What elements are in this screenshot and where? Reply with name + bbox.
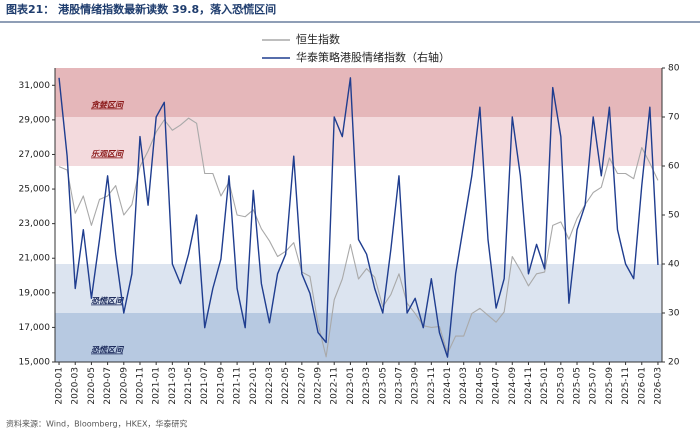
zone-label: 恐慌区间	[91, 297, 125, 306]
x-tick-label: 2025-09	[605, 367, 615, 405]
y2-tick-label: 50	[668, 211, 680, 221]
x-tick-label: 2020-05	[87, 367, 97, 405]
zone-band	[55, 68, 662, 117]
y2-tick-label: 40	[668, 260, 680, 270]
x-tick-label: 2025-03	[556, 367, 566, 405]
x-tick-label: 2023-03	[362, 367, 372, 405]
zone-label: 恐慌区间	[91, 346, 125, 355]
x-tick-label: 2023-11	[427, 367, 437, 405]
x-tick-label: 2024-03	[459, 367, 469, 405]
x-tick-label: 2025-01	[540, 367, 550, 405]
x-tick-label: 2024-11	[524, 367, 534, 405]
y2-tick-label: 60	[668, 162, 680, 172]
series-line	[58, 77, 659, 358]
x-tick-label: 2023-07	[394, 367, 404, 405]
x-tick-label: 2022-11	[330, 367, 340, 405]
x-tick-label: 2020-11	[135, 367, 145, 405]
x-tick-label: 2022-09	[314, 367, 324, 405]
y-tick-label: 19,000	[19, 288, 51, 298]
x-tick-label: 2021-07	[200, 367, 210, 405]
y-tick-label: 31,000	[19, 81, 51, 91]
y-tick-label: 29,000	[19, 115, 51, 125]
zone-label: 乐观区间	[91, 150, 125, 159]
x-tick-label: 2026-01	[637, 367, 647, 405]
x-tick-label: 2023-05	[378, 367, 388, 405]
x-tick-label: 2021-01	[152, 367, 162, 405]
x-tick-label: 2020-07	[103, 367, 113, 405]
x-tick-label: 2022-01	[249, 367, 259, 405]
y2-tick-label: 20	[668, 358, 680, 368]
zone-band	[55, 264, 662, 313]
y-tick-label: 15,000	[19, 358, 51, 368]
x-tick-label: 2026-03	[653, 367, 663, 405]
y2-tick-label: 80	[668, 64, 680, 74]
y-tick-label: 27,000	[19, 150, 51, 160]
zone-label: 贪婪区间	[91, 101, 125, 110]
x-tick-label: 2024-09	[508, 367, 518, 405]
x-tick-label: 2024-07	[492, 367, 502, 405]
chart-title: 图表21： 港股情绪指数最新读数 39.8，落入恐慌区间	[6, 2, 276, 16]
x-tick-label: 2020-03	[71, 367, 81, 405]
x-tick-label: 2021-03	[168, 367, 178, 405]
x-tick-label: 2021-05	[184, 367, 194, 405]
legend-label: 华泰策略港股情绪指数（右轴）	[296, 50, 450, 64]
series-line	[58, 117, 659, 358]
x-tick-label: 2023-09	[411, 367, 421, 405]
zone-band	[55, 117, 662, 166]
legend-label: 恒生指数	[296, 32, 340, 46]
x-tick-label: 2025-05	[573, 367, 583, 405]
zone-band	[55, 313, 662, 362]
y2-tick-label: 30	[668, 309, 680, 319]
x-tick-label: 2024-05	[475, 367, 485, 405]
y2-tick-label: 70	[668, 113, 680, 123]
y-tick-label: 17,000	[19, 323, 51, 333]
x-tick-label: 2022-05	[281, 367, 291, 405]
x-tick-label: 2022-03	[265, 367, 275, 405]
x-tick-label: 2022-07	[297, 367, 307, 405]
x-tick-label: 2020-01	[55, 367, 65, 405]
source-note: 资料来源：Wind，Bloomberg，HKEX，华泰研究	[6, 419, 187, 429]
x-tick-label: 2024-01	[443, 367, 453, 405]
x-tick-label: 2021-09	[216, 367, 226, 405]
x-tick-label: 2025-11	[621, 367, 631, 405]
y-tick-label: 23,000	[19, 219, 51, 229]
x-tick-label: 2023-01	[346, 367, 356, 405]
x-tick-label: 2021-11	[233, 367, 243, 405]
y-tick-label: 25,000	[19, 185, 51, 195]
y-tick-label: 21,000	[19, 254, 51, 264]
x-tick-label: 2025-07	[589, 367, 599, 405]
x-tick-label: 2020-09	[119, 367, 129, 405]
